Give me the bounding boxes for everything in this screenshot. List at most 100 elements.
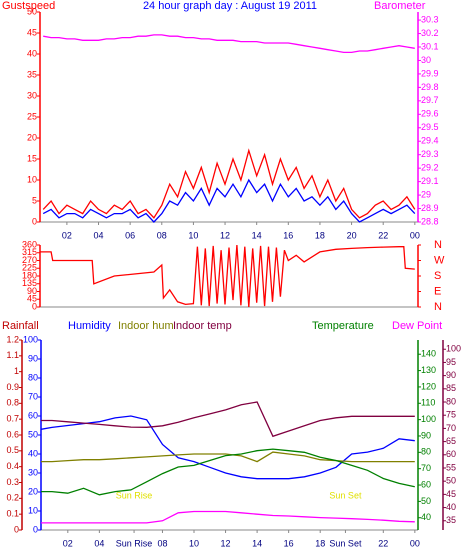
y-tick-label: 60 <box>446 449 456 459</box>
y-tick-label: 40 <box>421 512 431 522</box>
y-tick-label: 80 <box>28 372 38 382</box>
y-tick-label: 30.1 <box>421 41 439 51</box>
x-tick-label: 00 <box>410 230 420 240</box>
y-tick-label: 0.7 <box>6 414 19 424</box>
y-tick-label: 360 <box>22 239 37 249</box>
y-tick-label: 15 <box>27 153 37 163</box>
x-tick-label: 20 <box>347 230 357 240</box>
x-tick-label: 14 <box>252 538 262 548</box>
y-tick-label: 50 <box>27 6 37 16</box>
y-tick-label: 90 <box>421 430 431 440</box>
y-tick-label: 0.2 <box>6 493 19 503</box>
series-line <box>42 178 416 223</box>
y-tick-label: 1.1 <box>6 350 19 360</box>
annotation: Sun Set <box>329 490 362 500</box>
y-tick-label: 29.7 <box>421 95 439 105</box>
y-tick-label: 35 <box>27 69 37 79</box>
y-tick-label: 50 <box>446 476 456 486</box>
y-tick-label: N <box>434 239 442 251</box>
x-tick-label: 04 <box>94 230 104 240</box>
y-tick-label: 0 <box>14 524 19 534</box>
x-tick-label: Sun Set <box>329 538 362 548</box>
y-tick-label: 10 <box>28 505 38 515</box>
y-tick-label: 0.3 <box>6 477 19 487</box>
y-tick-label: 140 <box>421 349 436 359</box>
x-tick-label: 22 <box>378 230 388 240</box>
series-line <box>40 415 415 480</box>
y-tick-label: 28.9 <box>421 203 439 213</box>
y-tick-label: 29.1 <box>421 176 439 186</box>
y-tick-label: 90 <box>28 353 38 363</box>
x-tick-label: 10 <box>189 538 199 548</box>
y-tick-label: 5 <box>32 195 37 205</box>
y-tick-label: 315 <box>22 247 37 257</box>
x-tick-label: 08 <box>157 230 167 240</box>
series-line <box>41 510 415 524</box>
y-tick-label: 29 <box>421 189 431 199</box>
axis-title: Gustspeed <box>2 0 55 12</box>
y-tick-label: 0.1 <box>6 509 19 519</box>
y-tick-label: 100 <box>23 334 38 344</box>
y-tick-label: 40 <box>28 448 38 458</box>
x-tick-label: 02 <box>62 230 72 240</box>
x-tick-label: 16 <box>284 538 294 548</box>
series-line <box>41 451 415 463</box>
y-tick-label: 45 <box>446 489 456 499</box>
y-tick-label: 65 <box>446 436 456 446</box>
y-tick-label: 29.2 <box>421 163 439 173</box>
y-tick-label: 50 <box>421 496 431 506</box>
y-tick-label: 0.4 <box>6 461 19 471</box>
y-tick-label: 35 <box>446 515 456 525</box>
x-tick-label: 18 <box>315 538 325 548</box>
series-line <box>43 34 415 54</box>
series-line <box>41 401 415 438</box>
y-tick-label: 75 <box>446 410 456 420</box>
x-tick-label: 12 <box>221 538 231 548</box>
legend-label: Temperature <box>312 320 374 332</box>
x-tick-label: Sun Rise <box>116 538 153 548</box>
x-tick-label: 06 <box>125 230 135 240</box>
annotation: Sun Rise <box>116 490 153 500</box>
y-tick-label: 270 <box>22 255 37 265</box>
y-tick-label: 10 <box>27 174 37 184</box>
y-tick-label: 29.9 <box>421 68 439 78</box>
y-tick-label: 30.2 <box>421 28 439 38</box>
x-tick-label: 16 <box>283 230 293 240</box>
series-line <box>41 448 415 496</box>
y-tick-label: 135 <box>22 278 37 288</box>
y-tick-label: 60 <box>421 479 431 489</box>
x-tick-label: 14 <box>252 230 262 240</box>
y-tick-label: 80 <box>446 396 456 406</box>
y-tick-label: 90 <box>27 286 37 296</box>
y-tick-label: 29.8 <box>421 82 439 92</box>
y-tick-label: 110 <box>421 398 435 408</box>
y-tick-label: E <box>434 285 441 297</box>
y-tick-label: 0.5 <box>6 445 19 455</box>
y-tick-label: 70 <box>446 423 456 433</box>
y-tick-label: 30 <box>28 467 38 477</box>
x-tick-label: 22 <box>378 538 388 548</box>
y-tick-label: 0.9 <box>6 382 19 392</box>
y-tick-label: N <box>434 301 442 313</box>
x-tick-label: 10 <box>188 230 198 240</box>
y-tick-label: 40 <box>446 502 456 512</box>
y-tick-label: 55 <box>446 462 456 472</box>
y-tick-label: 100 <box>421 414 436 424</box>
y-tick-label: 45 <box>27 294 37 304</box>
y-tick-label: 29.6 <box>421 109 439 119</box>
y-tick-label: 0 <box>32 216 37 226</box>
x-tick-label: 04 <box>94 538 104 548</box>
y-tick-label: 45 <box>27 27 37 37</box>
axis-title: Rainfall <box>2 320 39 332</box>
y-tick-label: 25 <box>27 111 37 121</box>
y-tick-label: 90 <box>446 370 456 380</box>
axis-title: Barometer <box>374 0 426 12</box>
y-tick-label: 50 <box>28 429 38 439</box>
y-tick-label: 100 <box>446 344 461 354</box>
y-tick-label: 29.5 <box>421 122 439 132</box>
y-tick-label: 0.8 <box>6 398 19 408</box>
y-tick-label: 85 <box>446 383 456 393</box>
legend-label: Indoor hum <box>118 320 174 332</box>
y-tick-label: W <box>434 254 445 266</box>
